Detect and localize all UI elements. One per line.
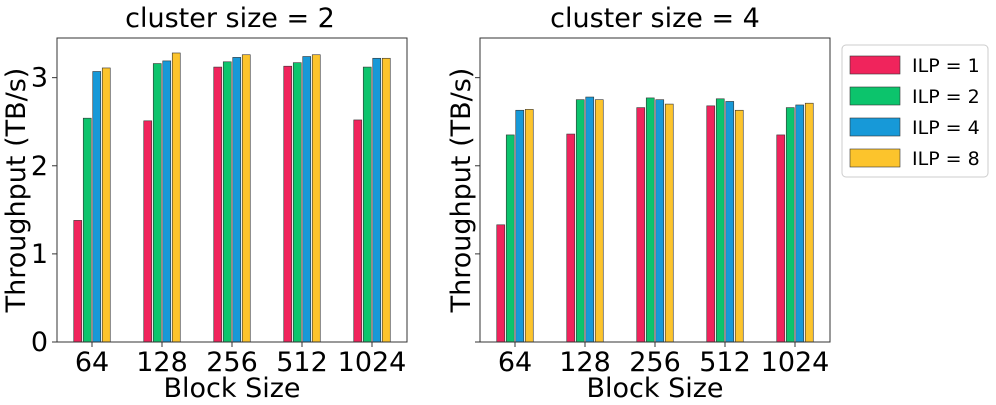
y-tick-label: 1 (31, 239, 48, 270)
bar-ilp-1-1024 (353, 119, 363, 343)
x-axis-label: Block Size (163, 373, 300, 404)
bar-ilp-1-512 (706, 105, 716, 343)
legend-swatch (849, 86, 901, 106)
bar-ilp-1-64 (73, 220, 83, 343)
bar-ilp-2-512 (292, 62, 302, 343)
legend-swatch (849, 117, 901, 137)
bar-ilp-4-64 (515, 109, 525, 343)
bar-ilp-8-256 (241, 54, 251, 343)
x-tick-label: 1024 (338, 347, 407, 378)
legend-swatch (849, 148, 901, 168)
y-axis-label: Throughput (TB/s) (446, 68, 477, 314)
legend-label: ILP = 8 (912, 148, 980, 170)
chart-title: cluster size = 2 (125, 3, 335, 34)
x-axis-label: Block Size (586, 373, 723, 404)
bar-ilp-2-128 (152, 63, 162, 343)
legend-label: ILP = 2 (912, 86, 980, 108)
x-tick-label: 512 (276, 347, 328, 378)
bar-ilp-4-256 (655, 99, 665, 343)
legend-swatch (849, 55, 901, 75)
bar-ilp-4-512 (302, 56, 312, 343)
bar-ilp-4-1024 (795, 104, 805, 343)
y-tick-label: 0 (31, 327, 48, 358)
bar-ilp-8-128 (171, 52, 181, 343)
bar-ilp-8-512 (311, 54, 321, 343)
x-tick-label: 64 (75, 347, 109, 378)
chart-cluster-size-2: cluster size = 2 0 1 2 3 64 128 256 512 1024 Blo… (1, 3, 408, 404)
bar-ilp-8-64 (101, 67, 111, 343)
legend-frame (841, 44, 989, 178)
bar-ilp-8-512 (734, 109, 744, 343)
bar-ilp-1-128 (566, 133, 576, 343)
y-tick-label: 2 (31, 151, 48, 182)
bar-ilp-2-64 (505, 134, 515, 343)
plot-frame (479, 37, 831, 343)
bar-ilp-2-64 (82, 117, 92, 343)
x-tick-label: 512 (699, 347, 751, 378)
plot-frame (56, 37, 408, 343)
bar-ilp-8-128 (594, 99, 604, 343)
bar-ilp-1-256 (636, 107, 646, 343)
bar-ilp-4-512 (725, 101, 735, 343)
x-tick-label: 256 (206, 347, 258, 378)
bar-ilp-8-1024 (381, 57, 391, 343)
x-tick-label: 256 (629, 347, 681, 378)
x-tick-label: 64 (498, 347, 532, 378)
bar-ilp-4-256 (232, 57, 242, 343)
legend-label: ILP = 1 (912, 55, 980, 77)
bar-ilp-2-128 (575, 99, 585, 343)
bar-ilp-8-1024 (804, 102, 814, 343)
bar-ilp-1-256 (213, 66, 223, 343)
bar-ilp-8-256 (664, 103, 674, 343)
chart-title: cluster size = 4 (550, 3, 760, 34)
bar-ilp-1-128 (143, 120, 153, 343)
bar-ilp-1-1024 (776, 134, 786, 343)
chart-cluster-size-4: cluster size = 4 64 128 256 512 1024 Block S… (446, 3, 831, 404)
y-tick-label: 3 (31, 63, 48, 94)
x-tick-label: 1024 (761, 347, 830, 378)
bar-ilp-2-1024 (785, 107, 795, 343)
bar-ilp-4-64 (92, 71, 102, 343)
bar-ilp-2-512 (715, 98, 725, 343)
bar-ilp-2-1024 (362, 66, 372, 343)
bar-ilp-4-1024 (372, 57, 382, 343)
bar-ilp-2-256 (645, 97, 655, 343)
legend: ILP = 1 ILP = 2 ILP = 4 ILP = 8 (841, 44, 989, 178)
bar-ilp-1-512 (283, 65, 293, 343)
bar-ilp-2-256 (222, 61, 232, 343)
x-tick-label: 128 (136, 347, 188, 378)
bar-ilp-1-64 (496, 224, 506, 343)
y-axis-label: Throughput (TB/s) (1, 68, 32, 314)
bar-ilp-8-64 (524, 109, 534, 343)
bar-ilp-4-128 (162, 60, 172, 343)
x-tick-label: 128 (559, 347, 611, 378)
legend-label: ILP = 4 (912, 117, 980, 139)
bar-ilp-4-128 (585, 96, 595, 343)
